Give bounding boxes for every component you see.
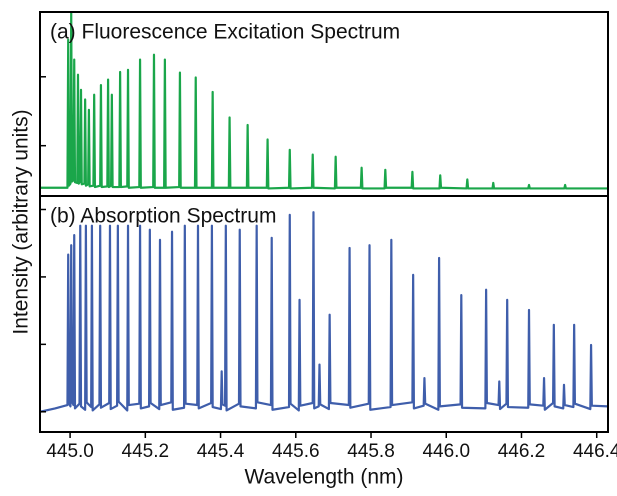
panel-title: (b) Absorption Spectrum xyxy=(50,205,276,228)
spectrum-line xyxy=(40,12,608,190)
x-tick-label: 445.4 xyxy=(197,441,245,462)
x-tick-label: 445.8 xyxy=(347,441,395,462)
x-tick-label: 446.4 xyxy=(573,441,617,462)
x-tick-label: 445.0 xyxy=(46,441,94,462)
x-tick-label: 445.6 xyxy=(272,441,320,462)
panel-title: (a) Fluorescence Excitation Spectrum xyxy=(50,21,400,44)
x-tick-label: 446.2 xyxy=(498,441,546,462)
x-tick-label: 446.0 xyxy=(422,441,470,462)
plot-frame xyxy=(39,195,609,433)
spectrum-line xyxy=(40,211,608,413)
x-tick-label: 445.2 xyxy=(122,441,170,462)
x-axis-label: Wavelength (nm) xyxy=(244,466,403,489)
y-axis-label: Intensity (arbitrary units) xyxy=(10,109,33,334)
